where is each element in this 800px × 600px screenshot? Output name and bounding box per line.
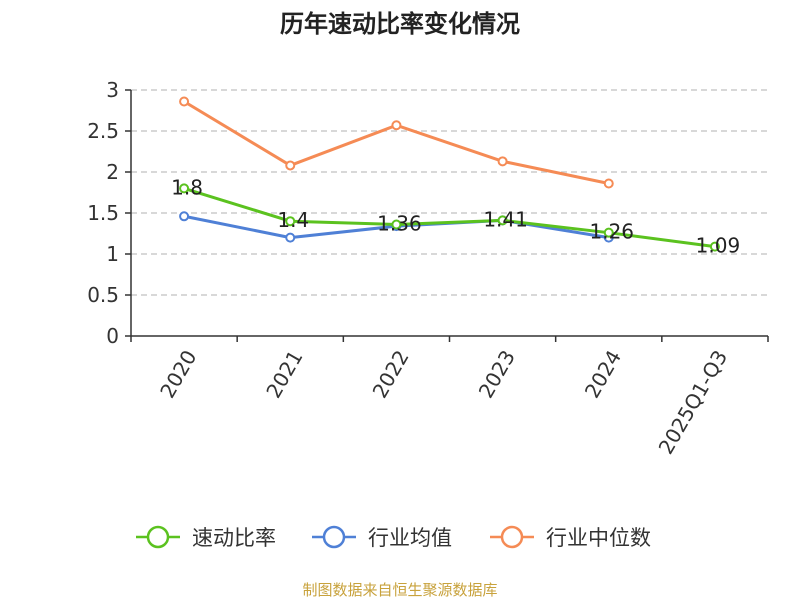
y-tick-label-2: 1	[106, 242, 119, 266]
legend-label-1: 行业均值	[368, 526, 452, 550]
data-label-5: 1.09	[696, 234, 741, 258]
point-0-4[interactable]	[603, 227, 614, 238]
y-tick-label-4: 2	[106, 160, 119, 184]
legend-item-0[interactable]: 速动比率	[136, 525, 276, 550]
point-0-0[interactable]	[179, 183, 190, 194]
legend-item-2[interactable]: 行业中位数	[490, 525, 651, 550]
legend-swatch-marker-1	[322, 525, 346, 549]
point-0-1[interactable]	[285, 216, 296, 227]
data-label-4: 1.26	[589, 220, 634, 244]
point-1-1[interactable]	[285, 232, 296, 243]
point-0-5[interactable]	[709, 241, 720, 252]
point-0-3[interactable]	[497, 215, 508, 226]
x-tick-label-3: 2023	[474, 346, 520, 402]
point-2-3[interactable]	[497, 156, 508, 167]
legend-swatch-marker-2	[500, 525, 524, 549]
y-tick-label-5: 2.5	[87, 119, 119, 143]
y-tick-label-1: 0.5	[87, 283, 119, 307]
point-2-2[interactable]	[391, 120, 402, 131]
data-label-1: 1.4	[277, 208, 309, 232]
legend-swatch-marker-0	[146, 525, 170, 549]
point-0-2[interactable]	[391, 219, 402, 230]
point-1-0[interactable]	[179, 211, 190, 222]
y-tick-label-6: 3	[106, 78, 119, 102]
x-tick-label-1: 2021	[261, 346, 307, 402]
data-label-0: 1.8	[171, 175, 203, 199]
data-label-3: 1.41	[483, 207, 528, 231]
series-layer	[179, 96, 720, 252]
legend-label-2: 行业中位数	[546, 526, 651, 550]
grid-lines	[131, 89, 768, 296]
series-line-2	[183, 100, 610, 185]
legend-item-1[interactable]: 行业均值	[312, 525, 452, 550]
data-label-2: 1.36	[377, 211, 422, 235]
x-tick-label-4: 2024	[580, 346, 626, 402]
legend[interactable]: 速动比率 行业均值 行业中位数	[136, 525, 651, 550]
data-labels: 1.8 1.4 1.36 1.41 1.26 1.09	[171, 175, 740, 257]
source-note: 制图数据来自恒生聚源数据库	[302, 581, 497, 599]
point-2-0[interactable]	[179, 96, 190, 107]
series-line-0	[183, 186, 716, 249]
point-2-4[interactable]	[603, 178, 614, 189]
point-2-1[interactable]	[285, 160, 296, 171]
legend-label-0: 速动比率	[192, 526, 276, 550]
x-tick-label-0: 2020	[155, 346, 201, 402]
y-tick-label-3: 1.5	[87, 201, 119, 225]
y-tick-label-0: 0	[106, 324, 119, 348]
chart-title: 历年速动比率变化情况	[280, 10, 520, 38]
x-tick-label-2: 2022	[367, 346, 413, 402]
x-tick-label-5: 2025Q1-Q3	[654, 346, 733, 458]
